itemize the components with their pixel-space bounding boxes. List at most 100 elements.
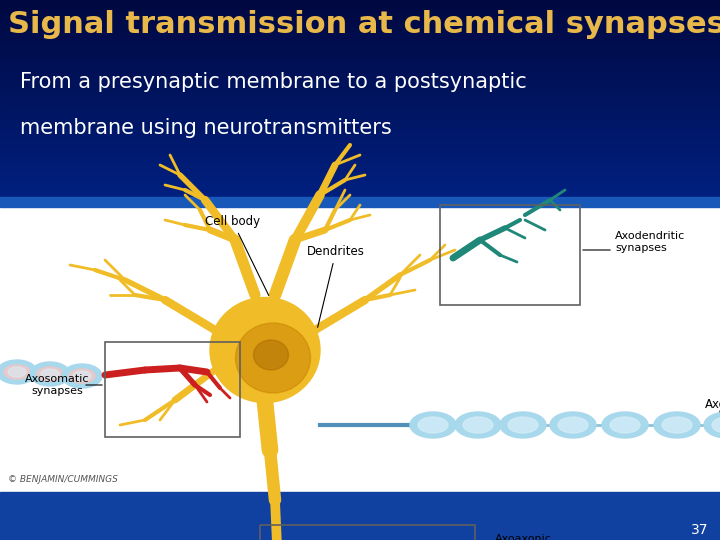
Bar (0, 133, 720, 138)
Bar (0, 177, 720, 181)
Bar (0, 117, 720, 121)
Ellipse shape (253, 340, 289, 370)
Bar (0, 120, 720, 124)
Bar (0, 30, 720, 35)
Text: Axon: Axon (706, 399, 720, 411)
Ellipse shape (0, 360, 37, 384)
Bar (0, 10, 720, 15)
Bar (0, 207, 720, 492)
Bar (0, 492, 720, 540)
Ellipse shape (550, 412, 596, 438)
Bar (0, 80, 720, 84)
Ellipse shape (210, 298, 320, 402)
Ellipse shape (610, 417, 640, 433)
Bar (0, 53, 720, 58)
Ellipse shape (30, 362, 70, 386)
Text: Axoaxonic
synapses: Axoaxonic synapses (495, 534, 552, 540)
Ellipse shape (455, 412, 501, 438)
Bar (0, 103, 720, 107)
Bar (0, 93, 720, 98)
Bar (0, 197, 720, 207)
Bar (0, 163, 720, 167)
Text: © BENJAMIN/CUMMINGS: © BENJAMIN/CUMMINGS (8, 475, 118, 484)
Ellipse shape (418, 417, 448, 433)
Bar (0, 73, 720, 78)
Bar (0, 167, 720, 171)
Ellipse shape (712, 417, 720, 433)
Ellipse shape (62, 364, 102, 388)
Bar (0, 6, 720, 11)
Bar (0, 57, 720, 61)
Bar (0, 160, 720, 164)
Bar (0, 70, 720, 75)
Text: Cell body: Cell body (205, 215, 269, 295)
Bar (440, 205, 580, 305)
Bar (0, 40, 720, 44)
Bar (0, 66, 720, 71)
Bar (0, 33, 720, 38)
Ellipse shape (8, 367, 26, 377)
Ellipse shape (37, 367, 63, 381)
Text: Axodendritic
synapses: Axodendritic synapses (615, 231, 685, 253)
Bar (0, 97, 720, 101)
Text: 37: 37 (691, 523, 708, 537)
Bar (0, 107, 720, 111)
Ellipse shape (4, 365, 30, 379)
Bar (0, 187, 720, 191)
Ellipse shape (69, 369, 95, 383)
Bar (0, 83, 720, 87)
Bar (0, 157, 720, 161)
Bar (0, 173, 720, 178)
Bar (0, 190, 720, 194)
Bar (0, 147, 720, 151)
Bar (0, 50, 720, 55)
Ellipse shape (508, 417, 538, 433)
Bar (0, 150, 720, 154)
Bar (0, 77, 720, 81)
Bar (0, 14, 720, 18)
Bar (0, 123, 720, 127)
Bar (0, 180, 720, 184)
Ellipse shape (235, 323, 310, 393)
Text: Signal transmission at chemical synapses: Signal transmission at chemical synapses (8, 10, 720, 39)
Text: membrane using neurotransmitters: membrane using neurotransmitters (20, 118, 392, 138)
Ellipse shape (410, 412, 456, 438)
Ellipse shape (73, 371, 91, 381)
Bar (0, 137, 720, 141)
Bar (0, 17, 720, 21)
Bar (0, 127, 720, 131)
Bar (0, 60, 720, 64)
Text: Dendrites: Dendrites (307, 245, 365, 327)
Bar (0, 86, 720, 91)
Bar (0, 23, 720, 28)
Bar (0, 153, 720, 158)
Bar (0, 37, 720, 41)
Bar (0, 184, 720, 188)
Bar (105, 342, 240, 437)
Bar (0, 130, 720, 134)
Bar (0, 0, 720, 4)
Bar (0, 193, 720, 198)
Bar (0, 197, 720, 201)
Ellipse shape (602, 412, 648, 438)
Bar (0, 26, 720, 31)
Ellipse shape (41, 369, 59, 379)
Ellipse shape (662, 417, 692, 433)
Bar (0, 113, 720, 118)
Bar (0, 100, 720, 104)
Bar (0, 43, 720, 48)
Bar (0, 20, 720, 24)
Ellipse shape (463, 417, 493, 433)
Bar (260, 525, 475, 540)
Ellipse shape (500, 412, 546, 438)
Bar (0, 170, 720, 174)
Bar (0, 46, 720, 51)
Bar (0, 140, 720, 144)
Ellipse shape (654, 412, 700, 438)
Text: From a presynaptic membrane to a postsynaptic: From a presynaptic membrane to a postsyn… (20, 72, 527, 92)
Ellipse shape (704, 412, 720, 438)
Ellipse shape (558, 417, 588, 433)
Bar (0, 143, 720, 147)
Bar (0, 110, 720, 114)
Bar (0, 90, 720, 94)
